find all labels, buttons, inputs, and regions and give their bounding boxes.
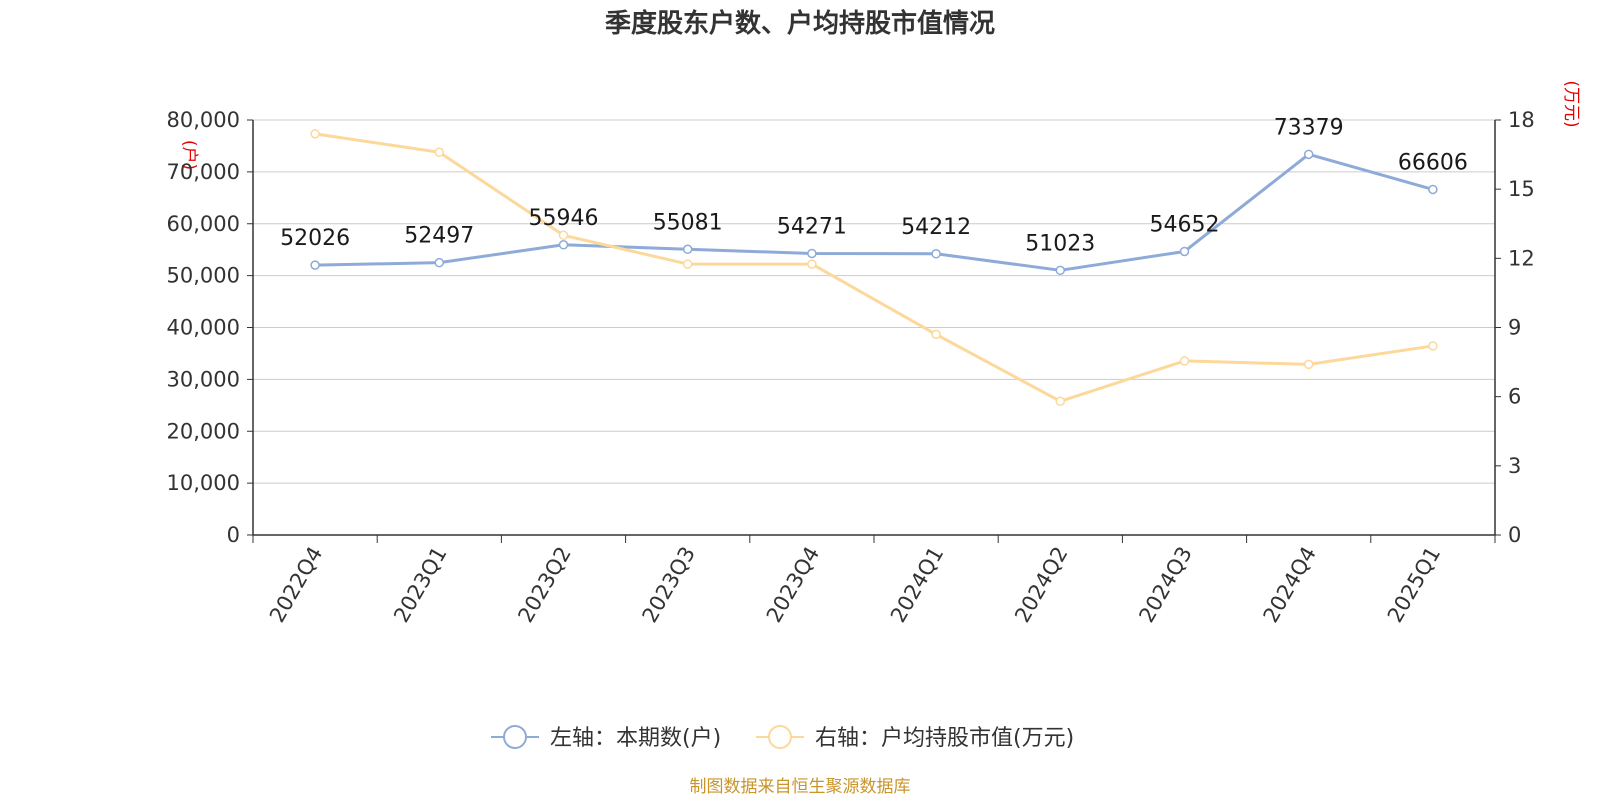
series-1-line [315, 152, 1434, 272]
left-tick-label: 70,000 [167, 160, 240, 184]
x-tick-label: 2024Q3 [1134, 543, 1196, 627]
right-tick-label: 0 [1508, 523, 1521, 547]
legend-series1-label: 左轴：本期数(户) [550, 726, 721, 751]
grid [253, 119, 1495, 484]
right-tick-label: 12 [1508, 246, 1535, 270]
series-1-data-label: 55081 [653, 210, 723, 235]
left-tick-label: 50,000 [167, 264, 240, 288]
series-1-data-label: 52497 [404, 224, 474, 249]
x-tick-label: 2023Q4 [762, 543, 824, 627]
x-tick-label: 2023Q3 [638, 543, 700, 627]
series-1-data-label: 55946 [529, 206, 599, 231]
left-tick-label: 10,000 [167, 471, 240, 495]
right-tick-label: 6 [1508, 385, 1521, 409]
right-axis-unit: (万元) [1561, 80, 1581, 127]
series-2-point [1055, 396, 1066, 407]
x-tick-label: 2024Q2 [1010, 543, 1072, 627]
series-2-point [1179, 356, 1190, 366]
series-1-point [1179, 246, 1190, 257]
series-1-data-label: 54212 [901, 215, 971, 240]
right-tick-label: 3 [1508, 454, 1521, 478]
x-tick-label: 2023Q1 [389, 543, 451, 627]
left-tick-label: 60,000 [167, 212, 240, 236]
legend-series2-marker [768, 725, 792, 749]
series-1-point [558, 240, 569, 250]
series-1-point [310, 260, 320, 270]
series-1-point [1428, 184, 1438, 195]
series-1-data-label: 66606 [1398, 150, 1468, 175]
right-tick-label: 9 [1508, 316, 1521, 340]
series-1-data-label: 54271 [777, 214, 847, 239]
left-tick-label: 20,000 [167, 419, 240, 443]
series-1-point [434, 257, 445, 268]
axes: 0 10,000 20,000 30,000 40,000 50,000 60,000 70,… [167, 108, 1535, 627]
legend: 左轴：本期数(户) 右轴：户均持股市值(万元) [491, 725, 1074, 751]
series-2-point [310, 129, 320, 139]
x-tick-label: 2022Q4 [265, 543, 327, 627]
series-1-data-label: 51023 [1025, 231, 1095, 256]
x-tick-label: 2024Q1 [886, 543, 948, 627]
left-tick-label: 0 [227, 523, 240, 547]
series-1-point [807, 248, 817, 259]
series-1-point [1055, 265, 1066, 276]
series-layer [310, 129, 1438, 407]
right-tick-label: 18 [1508, 108, 1535, 132]
legend-item-series2[interactable]: 右轴：户均持股市值(万元) [756, 725, 1074, 751]
x-tick-label: 2025Q1 [1383, 543, 1445, 627]
series-2-point [682, 259, 693, 269]
series-2-point [807, 259, 817, 269]
legend-series1-marker [503, 725, 527, 749]
series-2-point [558, 230, 569, 241]
chart-title: 季度股东户数、户均持股市值情况 [605, 8, 995, 39]
series-1-data-label: 73379 [1274, 115, 1344, 140]
source-note: 制图数据来自恒生聚源数据库 [690, 777, 911, 797]
series-2-point [931, 329, 941, 340]
series-2-point [434, 147, 445, 158]
series-1-point [1303, 149, 1314, 160]
series-1-point [682, 244, 693, 255]
data-labels: 52026 52497 55946 55081 54271 54212 51023 54652… [280, 115, 1468, 256]
series-1-data-label: 54652 [1150, 212, 1220, 237]
series-1-data-label: 52026 [280, 226, 350, 251]
left-axis-unit: (户) [179, 140, 199, 170]
left-tick-label: 30,000 [167, 367, 240, 391]
legend-series2-label: 右轴：户均持股市值(万元) [815, 726, 1074, 751]
series-1-point [931, 249, 941, 259]
series-2-point [1303, 359, 1314, 370]
left-tick-label: 80,000 [167, 108, 240, 132]
x-tick-label: 2023Q2 [513, 543, 575, 627]
series-2-line [314, 132, 1434, 403]
x-tick-label: 2024Q4 [1259, 543, 1321, 627]
left-tick-label: 40,000 [167, 316, 240, 340]
legend-item-series1[interactable]: 左轴：本期数(户) [491, 725, 721, 751]
right-tick-label: 15 [1508, 177, 1535, 201]
series-2-point [1428, 341, 1438, 351]
